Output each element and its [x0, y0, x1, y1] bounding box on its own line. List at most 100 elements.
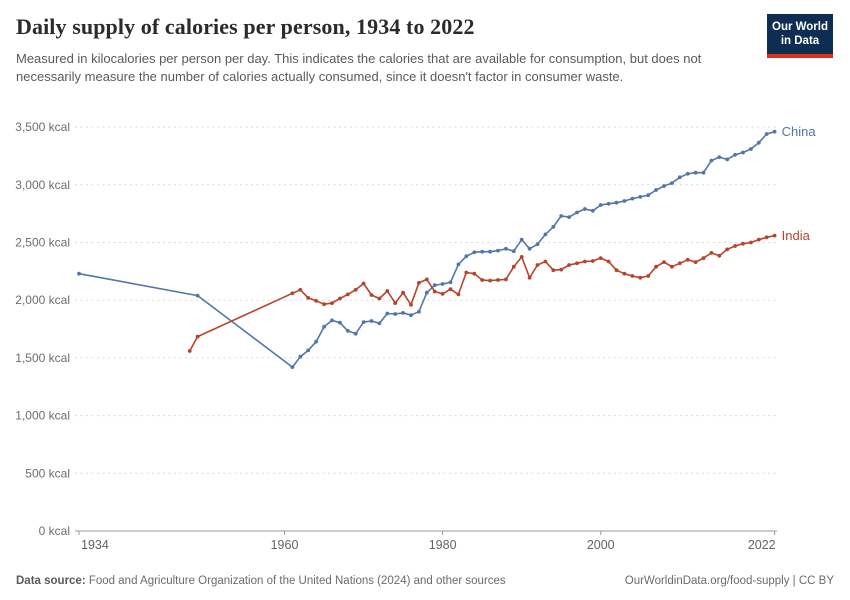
y-tick-label: 2,000 kcal	[15, 293, 70, 307]
data-point-india	[322, 302, 326, 307]
data-point-india	[496, 278, 500, 282]
data-point-china	[519, 237, 524, 242]
data-point-india	[472, 271, 477, 276]
data-point-india	[646, 274, 651, 278]
y-tick-label: 500 kcal	[25, 466, 70, 480]
data-point-china	[551, 225, 556, 229]
data-point-india	[511, 264, 516, 269]
data-point-india	[693, 260, 698, 264]
data-point-china	[614, 200, 619, 205]
y-tick-label: 0 kcal	[39, 524, 70, 538]
data-point-india	[306, 296, 311, 300]
data-point-china	[670, 181, 674, 186]
data-point-china	[567, 215, 571, 220]
data-point-china	[409, 313, 413, 318]
data-point-india	[464, 270, 469, 275]
data-point-india	[480, 278, 485, 282]
data-point-china	[424, 290, 429, 295]
data-point-india	[756, 237, 761, 242]
data-point-india	[424, 277, 429, 282]
data-point-india	[583, 259, 587, 264]
series-line-india	[188, 234, 776, 352]
data-point-india	[195, 334, 200, 339]
data-point-india	[630, 274, 635, 278]
data-point-india	[717, 253, 722, 258]
data-point-china	[448, 280, 453, 285]
data-point-india	[741, 241, 745, 246]
data-point-india	[622, 271, 627, 276]
y-tick-label: 3,500 kcal	[15, 120, 70, 134]
data-point-china	[322, 324, 326, 329]
data-point-china	[306, 348, 311, 353]
y-tick-label: 2,500 kcal	[15, 236, 70, 250]
logo-line1: Our World	[772, 21, 829, 33]
data-point-china	[646, 193, 651, 198]
data-point-india	[598, 256, 603, 260]
data-point-china	[772, 129, 777, 134]
data-point-india	[575, 261, 579, 266]
x-tick-label: 2022	[748, 538, 776, 552]
data-point-china	[756, 140, 761, 145]
data-point-china	[77, 271, 81, 276]
y-tick-label: 1,000 kcal	[15, 409, 70, 423]
data-point-india	[456, 292, 461, 297]
data-point-china	[717, 155, 722, 160]
data-point-india	[353, 287, 358, 292]
data-point-india	[377, 296, 382, 301]
data-point-india	[504, 277, 508, 282]
data-point-india	[345, 292, 350, 297]
y-tick-label: 3,000 kcal	[15, 178, 70, 192]
data-point-india	[290, 291, 295, 296]
data-point-india	[361, 281, 366, 286]
data-point-china	[741, 150, 745, 155]
data-point-china	[677, 175, 682, 180]
data-point-india	[385, 289, 390, 293]
data-point-india	[409, 302, 413, 307]
data-point-india	[590, 259, 595, 263]
chart-header: Daily supply of calories per person, 193…	[16, 14, 834, 87]
data-point-china	[590, 208, 595, 213]
data-point-india	[187, 349, 192, 353]
data-point-india	[654, 264, 658, 269]
data-point-india	[535, 263, 540, 267]
data-point-india	[733, 244, 737, 248]
data-point-china	[456, 262, 461, 267]
series-line-china	[78, 130, 776, 368]
data-point-china	[330, 318, 334, 323]
data-point-india	[488, 278, 492, 283]
data-point-india	[701, 256, 706, 260]
data-point-china	[606, 201, 611, 206]
data-point-china	[701, 170, 706, 175]
logo-line2: in Data	[780, 35, 820, 48]
data-point-india	[314, 298, 318, 303]
data-source-text: Food and Agriculture Organization of the…	[85, 575, 506, 587]
data-point-india	[369, 293, 374, 297]
data-point-india	[559, 267, 564, 272]
series-label-india: India	[782, 228, 811, 243]
data-point-china	[709, 158, 714, 163]
data-point-india	[670, 264, 674, 269]
data-point-india	[393, 301, 398, 305]
data-point-india	[725, 247, 730, 252]
data-point-china	[654, 188, 658, 192]
data-point-china	[488, 249, 492, 254]
data-point-china	[685, 171, 690, 176]
data-point-china	[417, 309, 421, 314]
license-note: OurWorldinData.org/food-supply | CC BY	[624, 575, 834, 587]
data-point-india	[401, 290, 405, 295]
data-point-china	[543, 232, 548, 237]
data-point-india	[527, 275, 532, 280]
data-point-china	[622, 199, 627, 203]
data-point-india	[417, 281, 421, 285]
data-point-china	[472, 250, 477, 255]
series-label-china: China	[782, 124, 817, 139]
data-point-china	[496, 248, 500, 253]
data-point-india	[448, 287, 453, 292]
data-point-india	[330, 301, 334, 305]
data-point-china	[338, 320, 342, 325]
data-point-china	[504, 246, 508, 251]
data-point-india	[551, 268, 556, 273]
data-point-india	[543, 259, 548, 264]
data-point-china	[290, 365, 295, 369]
data-point-china	[725, 157, 730, 162]
